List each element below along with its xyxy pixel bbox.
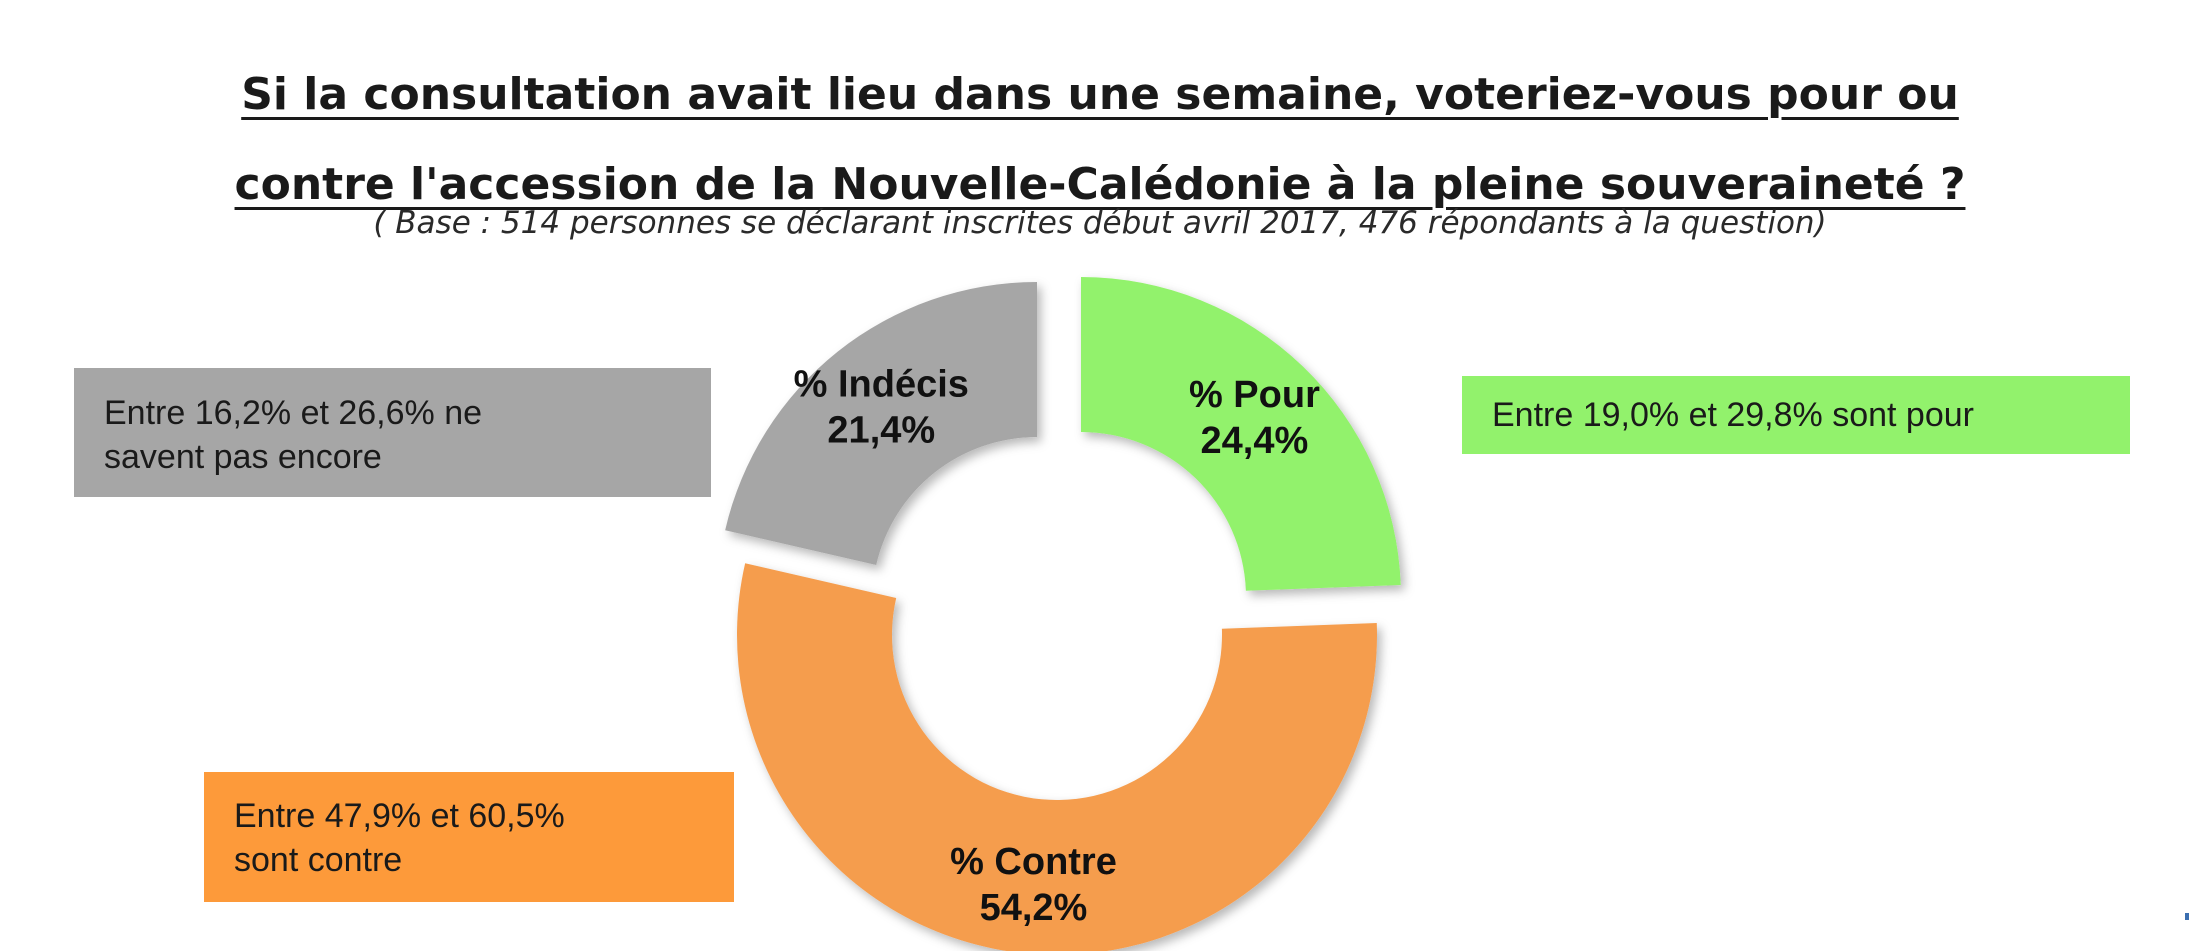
chart-subtitle: ( Base : 514 personnes se déclarant insc…: [373, 205, 1827, 241]
slice-label-contre: % Contre: [950, 841, 1117, 883]
donut-slice-pour: [1081, 277, 1401, 591]
annotation-indecis: Entre 16,2% et 26,6% ne savent pas encor…: [74, 368, 711, 497]
chart-title-line-1: Si la consultation avait lieu dans une s…: [241, 69, 1959, 120]
slice-value-contre: 54,2%: [980, 887, 1088, 929]
annotation-contre: Entre 47,9% et 60,5% sont contre: [204, 772, 734, 902]
annotation-pour: Entre 19,0% et 29,8% sont pour: [1462, 376, 2130, 454]
annotation-indecis-line-2: savent pas encore: [104, 438, 382, 476]
slice-label-indcis: % Indécis: [794, 363, 969, 405]
annotation-pour-line-1: Entre 19,0% et 29,8% sont pour: [1492, 396, 1974, 434]
corner-marker: [2185, 913, 2189, 920]
slice-value-indcis: 21,4%: [827, 409, 935, 451]
slice-value-pour: 24,4%: [1201, 420, 1309, 462]
annotation-contre-line-2: sont contre: [234, 841, 403, 879]
donut-slice-indcis: [725, 282, 1037, 565]
annotation-contre-line-1: Entre 47,9% et 60,5%: [234, 797, 565, 835]
slice-label-pour: % Pour: [1189, 374, 1320, 416]
chart-title-line-2: contre l'accession de la Nouvelle-Calédo…: [234, 159, 1966, 210]
annotation-indecis-line-1: Entre 16,2% et 26,6% ne: [104, 394, 483, 432]
donut-slice-contre: [737, 563, 1377, 951]
donut-slices: [725, 277, 1401, 951]
chart-title: Si la consultation avait lieu dans une s…: [0, 50, 2200, 230]
